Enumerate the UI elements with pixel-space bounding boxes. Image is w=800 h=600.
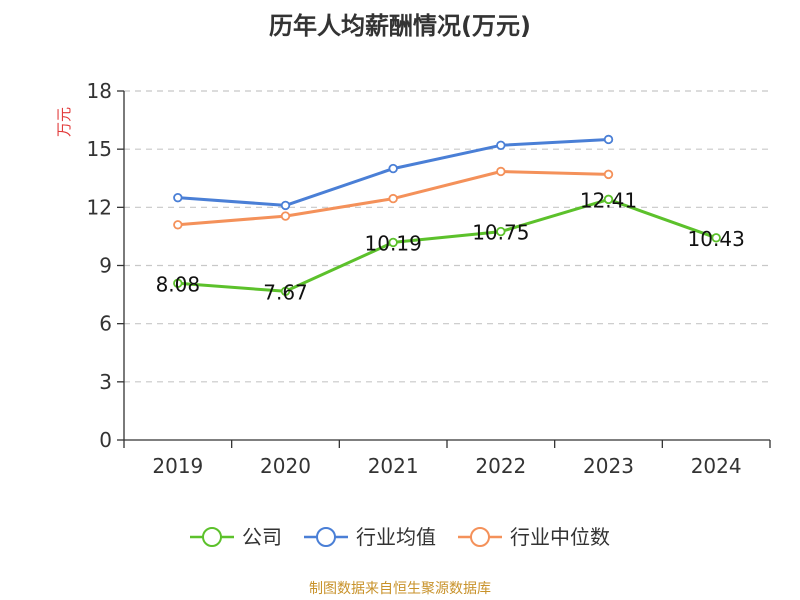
data-label-2019: 8.08 [156, 272, 201, 296]
y-tick-label-15: 15 [87, 137, 112, 161]
y-tick-label-18: 18 [87, 79, 112, 103]
legend-marker-2 [470, 527, 490, 547]
y-tick-label-3: 3 [99, 370, 112, 394]
grid-lines [124, 90, 770, 383]
series-2-point-2019 [173, 220, 183, 230]
series-1-point-2021 [388, 163, 398, 174]
series-0-point-2023 [603, 194, 614, 205]
legend-item-0[interactable]: 公司 [190, 525, 282, 549]
axes: 0 3 6 9 12 15 18 2019 2020 2021 2022 2023 2024 [87, 79, 771, 478]
chart-title: 历年人均薪酬情况(万元) [269, 12, 531, 40]
legend-item-2[interactable]: 行业中位数 [458, 525, 610, 549]
legend-marker-0 [202, 527, 222, 547]
series-1-point-2020 [280, 200, 291, 211]
series [173, 134, 721, 296]
legend[interactable]: 公司 行业均值 行业中位数 [190, 525, 610, 549]
x-tick-label-2023: 2023 [583, 454, 634, 478]
x-tick-label-2021: 2021 [368, 454, 419, 478]
x-tick-label-2022: 2022 [475, 454, 526, 478]
series-0-point-2020 [280, 286, 291, 296]
y-axis-label: 万元 [55, 107, 73, 137]
series-2-point-2022 [496, 166, 506, 177]
series-1-point-2023 [603, 134, 614, 145]
series-0-point-2021 [388, 237, 398, 248]
x-tick-label-2019: 2019 [152, 454, 203, 478]
data-labels: 8.08 7.67 10.19 10.75 12.41 10.43 [156, 188, 745, 304]
series-0-point-2022 [496, 226, 506, 237]
x-tick-label-2020: 2020 [260, 454, 311, 478]
legend-label-1: 行业均值 [356, 525, 436, 549]
series-1-point-2019 [173, 192, 183, 203]
data-label-2022: 10.75 [472, 221, 529, 245]
data-label-2024: 10.43 [688, 227, 745, 251]
series-line-0 [177, 197, 717, 293]
series-1-point-2022 [496, 140, 506, 150]
data-label-2020: 7.67 [263, 280, 308, 304]
y-tick-label-12: 12 [87, 195, 112, 219]
series-2-point-2021 [388, 193, 398, 204]
y-tick-label-6: 6 [99, 312, 112, 336]
y-tick-label-9: 9 [99, 254, 112, 278]
x-tick-label-2024: 2024 [691, 454, 742, 478]
data-label-2021: 10.19 [365, 231, 422, 255]
legend-label-2: 行业中位数 [510, 525, 610, 549]
legend-item-1[interactable]: 行业均值 [304, 525, 436, 549]
series-0-point-2019 [173, 278, 183, 289]
series-2-point-2023 [603, 169, 614, 180]
legend-marker-1 [316, 527, 336, 547]
series-0-point-2024 [711, 233, 721, 243]
series-2-point-2020 [280, 211, 291, 221]
y-tick-label-0: 0 [99, 428, 112, 452]
legend-label-0: 公司 [242, 525, 282, 549]
data-label-2023: 12.41 [580, 188, 637, 212]
source-footer: 制图数据来自恒生聚源数据库 [309, 581, 491, 597]
